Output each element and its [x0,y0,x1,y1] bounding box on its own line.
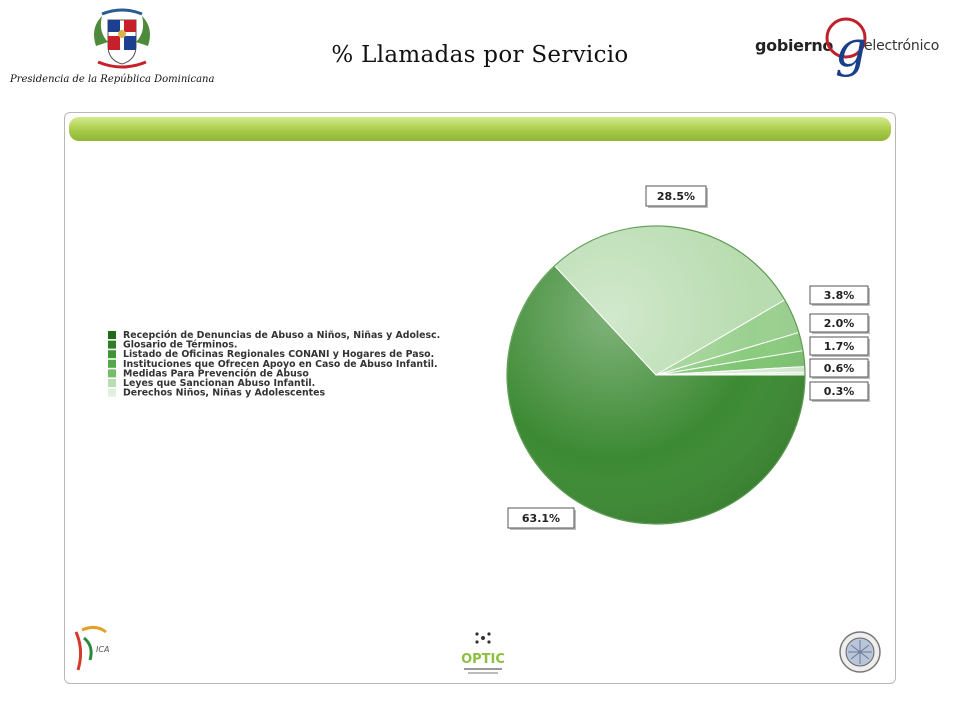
legend-label: Listado de Oficinas Regionales CONANI y … [123,349,434,360]
gobierno-electronico-logo: gobierno g electrónico [752,14,952,84]
data-label: 63.1% [507,507,576,530]
presidencia-caption: Presidencia de la República Dominicana [10,74,215,85]
g-logo-icon: g [825,17,867,78]
data-label: 0.3% [809,381,870,402]
data-label: 0.6% [809,358,870,379]
data-label: 3.8% [809,285,870,306]
legend-swatch [108,388,116,397]
data-label: 28.5% [645,185,708,208]
svg-text:3.8%: 3.8% [824,289,855,302]
gob-logo-word1: gobierno [755,36,834,55]
legend-label: Instituciones que Ofrecen Apoyo en Caso … [123,359,438,370]
optic-text: OPTIC [461,652,505,667]
legend-label: Derechos Niños, Niñas y Adolescentes [123,388,325,399]
data-label: 1.7% [809,336,870,357]
legend-label: Glosario de Términos. [123,340,238,351]
legend-swatch [108,350,116,359]
legend-swatch [108,379,116,387]
gob-logo-word2: electrónico [864,38,940,54]
legend-swatch [108,331,116,339]
coat-of-arms-icon [94,8,150,69]
svg-text:28.5%: 28.5% [657,190,695,203]
ica-text: ICA [96,645,109,654]
svg-text:2.0%: 2.0% [824,317,855,330]
oea-seal-icon [839,631,881,673]
legend-label: Recepción de Denuncias de Abuso a Niños,… [123,330,440,341]
page-title: % Llamadas por Servicio [331,42,629,68]
panel-header-bar [69,117,891,141]
legend-swatch [108,359,116,368]
optic-logo-icon: OPTIC [461,632,505,674]
legend-swatch [108,369,116,378]
data-label: 2.0% [809,313,870,334]
legend-label: Medidas Para Prevención de Abuso [123,368,309,379]
g-letter: g [835,20,867,78]
ica-logo-icon: ICA [74,625,109,671]
svg-text:1.7%: 1.7% [824,340,855,353]
legend-label: Leyes que Sancionan Abuso Infantil. [123,378,315,389]
svg-text:63.1%: 63.1% [522,512,560,525]
svg-text:0.3%: 0.3% [824,385,855,398]
svg-text:0.6%: 0.6% [824,362,855,375]
legend-swatch [108,340,116,349]
